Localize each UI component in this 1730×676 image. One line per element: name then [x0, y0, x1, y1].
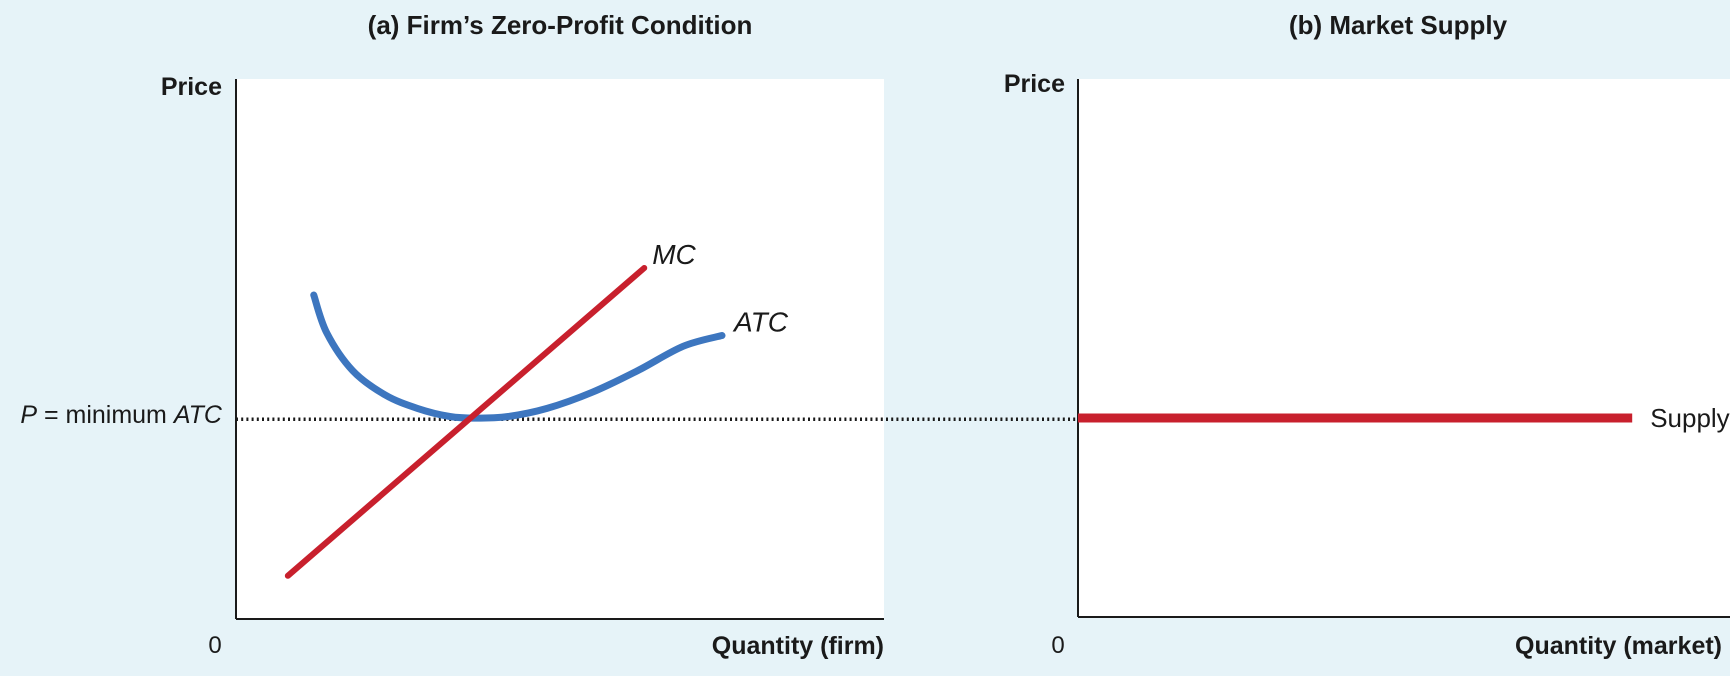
- atc-curve: [310, 291, 726, 422]
- panel-a-y-axis-label: Price: [161, 73, 222, 101]
- supply-label: Supply: [1650, 403, 1730, 433]
- panel-b-title: (b) Market Supply: [1289, 10, 1508, 40]
- panel-b-plot-area: [1078, 79, 1730, 617]
- panel-b-x-axis-label: Quantity (market): [1515, 632, 1722, 660]
- price-label-prefix: P: [20, 401, 37, 429]
- panel-a-origin-label: 0: [208, 632, 221, 659]
- panel-b-origin-label: 0: [1051, 632, 1064, 659]
- panel-a-x-axis-label: Quantity (firm): [712, 632, 884, 660]
- price-label-suffix: ATC: [172, 401, 223, 429]
- mc-curve: [284, 265, 648, 579]
- panel-b-y-axis-label: Price: [1004, 70, 1065, 98]
- atc-label: ATC: [732, 307, 789, 338]
- panel-a-title: (a) Firm’s Zero-Profit Condition: [368, 10, 753, 40]
- price-label-eq: = minimum: [37, 401, 174, 429]
- mc-label: MC: [652, 239, 696, 270]
- price-line-label: P = minimum ATC: [20, 401, 223, 429]
